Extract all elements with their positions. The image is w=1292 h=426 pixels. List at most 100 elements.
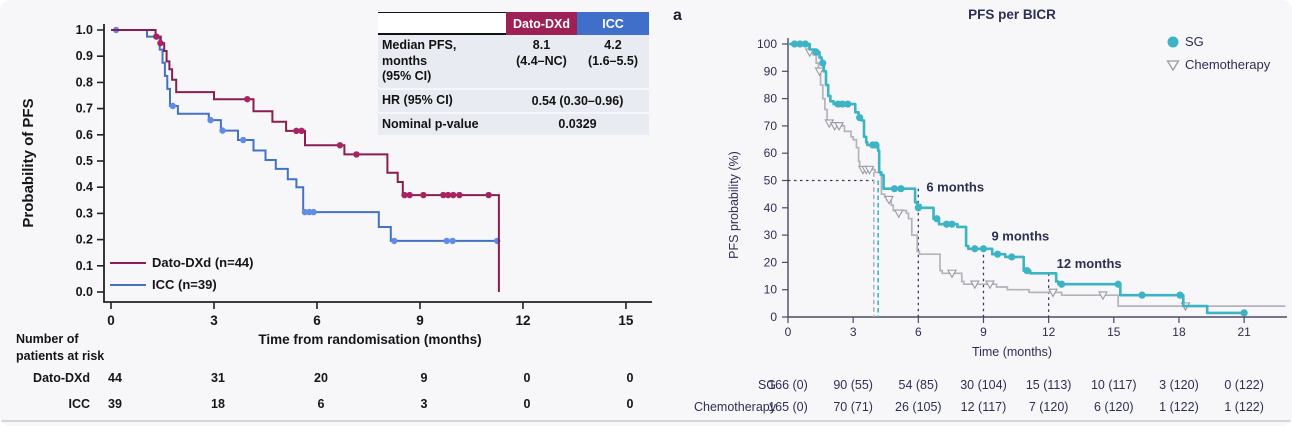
censor-mark — [450, 191, 457, 199]
censor-mark — [979, 245, 988, 253]
right-x-tick-label: 15 — [1107, 325, 1121, 339]
left-y-tick-label: 0.6 — [76, 128, 93, 142]
censor-mark — [353, 151, 360, 158]
legend-label: ICC (n=39) — [152, 277, 217, 292]
at-risk-value: 18 — [211, 397, 225, 411]
left-y-tick-label: 0.2 — [76, 233, 93, 247]
legend-chemo-triangle-icon — [1166, 60, 1180, 72]
censor-marks-sg — [790, 40, 1248, 317]
censor-mark — [485, 191, 492, 199]
right-x-tick-label: 0 — [785, 325, 792, 339]
annotation-label: 12 months — [1057, 256, 1122, 271]
at-risk-value: 166 (0) — [768, 378, 808, 392]
right-y-tick-label: 0 — [770, 310, 777, 324]
legend-label: Dato-DXd (n=44) — [152, 255, 253, 270]
left-y-tick-label: 0.0 — [76, 285, 93, 299]
left-x-tick-label: 9 — [416, 313, 424, 328]
censor-mark — [856, 114, 864, 122]
right-y-tick-label: 90 — [764, 64, 778, 78]
right-y-tick-label: 30 — [764, 228, 778, 242]
right-km-chart: a PFS per BICR 0 10 20 30 40 50 60 70 80 90 100 0 3 6 9 1… — [673, 7, 1287, 414]
at-risk-value: 9 — [420, 371, 427, 385]
censor-mark — [336, 142, 344, 149]
censor-mark — [933, 215, 941, 223]
censor-mark — [864, 165, 875, 175]
censor-mark — [1098, 291, 1108, 301]
stats-value-median-icc: 4.2 (1.6–5.5) — [577, 35, 649, 88]
left-x-ticks: 0 3 6 9 12 15 — [107, 302, 634, 328]
censor-mark — [301, 208, 309, 216]
censor-mark — [1023, 266, 1031, 275]
left-y-tick-label: 1.0 — [76, 23, 93, 37]
stats-label-hr: HR (95% CI) — [382, 92, 453, 107]
censor-mark — [872, 141, 880, 149]
censor-mark — [812, 48, 820, 56]
censor-mark — [971, 245, 979, 253]
right-y-tick-label: 40 — [764, 201, 778, 215]
left-y-axis-title: Probability of PFS — [20, 98, 37, 227]
censor-mark — [443, 237, 450, 245]
left-at-risk-table: Number of patients at risk Dato-DXd 44 31 20 9… — [16, 332, 633, 411]
panel-label-a: a — [673, 7, 682, 24]
annotation-label: 9 months — [991, 229, 1049, 244]
km-curve-sg — [788, 42, 1245, 315]
at-risk-heading-line2: patients at risk — [16, 349, 104, 363]
right-y-tick-label: 10 — [764, 283, 778, 297]
stats-value-median-dato: 8.1 (4.4–NC) — [506, 35, 577, 88]
right-y-tick-label: 20 — [764, 255, 778, 269]
censor-mark — [838, 100, 846, 108]
left-x-tick-label: 0 — [107, 313, 115, 328]
median-dato-ci: (4.4–NC) — [516, 53, 567, 68]
censor-mark — [456, 191, 463, 199]
censor-marks-chemotherapy — [804, 48, 1191, 312]
censor-mark — [834, 122, 844, 132]
left-x-tick-label: 6 — [313, 313, 321, 328]
annotation-label: 6 months — [926, 179, 984, 194]
at-risk-value: 0 — [626, 371, 633, 385]
censor-mark — [893, 209, 904, 219]
time-annotations: 6 months 9 months 12 months — [917, 179, 1122, 317]
at-risk-value: 0 (122) — [1224, 378, 1264, 392]
censor-mark — [1048, 288, 1058, 298]
right-y-tick-label: 80 — [764, 92, 778, 106]
at-risk-value: 39 — [108, 397, 122, 411]
censor-mark — [244, 95, 251, 103]
at-risk-value: 10 (117) — [1091, 378, 1137, 392]
at-risk-value: 165 (0) — [768, 400, 808, 414]
at-risk-value: 26 (105) — [895, 400, 942, 414]
at-risk-value: 1 (122) — [1159, 400, 1199, 414]
right-legend: SG Chemotherapy — [1166, 34, 1271, 72]
censor-mark — [814, 67, 825, 77]
censor-mark — [914, 204, 922, 212]
censor-marks-icc — [112, 26, 501, 245]
censor-mark — [993, 250, 1002, 258]
right-x-ticks: 0 3 6 9 12 15 18 21 — [785, 317, 1251, 339]
median-pfs-label-line1: Median PFS, months — [382, 38, 457, 68]
right-y-tick-label: 70 — [764, 119, 778, 133]
at-risk-value: 6 — [318, 397, 325, 411]
at-risk-value: 70 (71) — [833, 400, 873, 414]
left-y-tick-label: 0.7 — [76, 102, 93, 116]
right-y-tick-label: 100 — [757, 37, 777, 51]
censor-mark — [1114, 280, 1122, 288]
stats-value-hr: 0.54 (0.30–0.96) — [531, 93, 624, 108]
at-risk-row-label: ICC — [68, 397, 90, 411]
censor-mark — [157, 39, 164, 47]
at-risk-value: 31 — [211, 371, 225, 385]
right-axes — [787, 38, 1287, 318]
right-y-axis-title: PFS probability (%) — [727, 151, 741, 259]
censor-mark — [444, 191, 452, 199]
stats-table: Dato-DXd ICC Median PFS, months (95% CI)… — [378, 12, 649, 138]
stats-label-pvalue: Nominal p-value — [382, 116, 479, 131]
censor-mark — [884, 195, 894, 205]
left-y-tick-label: 0.1 — [76, 259, 93, 273]
at-risk-value: 0 — [523, 397, 530, 411]
censor-mark — [298, 127, 305, 135]
median-dato-value: 8.1 — [532, 38, 551, 52]
censor-mark — [406, 191, 413, 199]
legend-sg-label: SG — [1185, 34, 1204, 49]
left-legend: Dato-DXd (n=44) ICC (n=39) — [110, 255, 253, 292]
at-risk-value: 0 — [523, 371, 530, 385]
at-risk-value: 30 (104) — [960, 378, 1007, 392]
